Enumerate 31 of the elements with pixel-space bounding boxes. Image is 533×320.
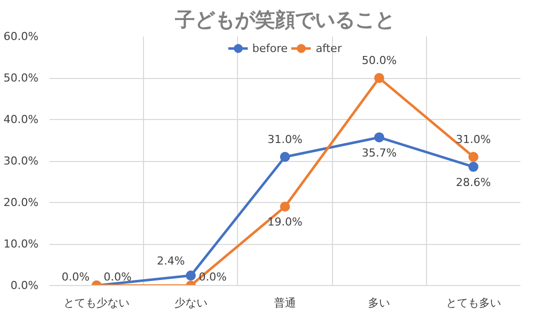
point: [468, 152, 478, 162]
y-tick-label: 0.0%: [10, 279, 39, 292]
data-label: 50.0%: [362, 54, 397, 67]
y-tick-label: 60.0%: [4, 30, 39, 43]
y-tick-label: 40.0%: [4, 113, 39, 126]
x-tick-label: 普通: [274, 296, 296, 310]
y-tick-label: 50.0%: [4, 72, 39, 84]
legend-label: before: [252, 42, 288, 54]
data-label: 2.4%: [156, 254, 185, 268]
x-tick-label: とても多い: [446, 296, 501, 310]
x-tick-label: 少ない: [174, 296, 208, 310]
x-tick-label: 多い: [368, 296, 390, 310]
point: [186, 270, 196, 281]
data-label: 0.0%: [62, 270, 90, 284]
point: [280, 202, 290, 212]
data-label: 0.0%: [104, 270, 132, 284]
point: [468, 162, 478, 172]
chart-title: 子どもが笑顔でいること: [174, 8, 395, 32]
point: [374, 132, 384, 142]
y-tick-label: 30.0%: [4, 154, 39, 168]
legend-label: after: [316, 42, 342, 54]
x-tick-label: とても少ない: [64, 296, 130, 310]
point: [280, 152, 290, 162]
data-label: 35.7%: [362, 146, 397, 160]
y-tick-label: 10.0%: [4, 238, 39, 250]
data-label: 28.6%: [456, 176, 491, 189]
y-tick-label: 20.0%: [4, 196, 39, 209]
data-label: 31.0%: [456, 132, 491, 146]
data-label: 19.0%: [268, 216, 302, 229]
point: [374, 73, 384, 83]
data-label: 31.0%: [268, 132, 302, 146]
